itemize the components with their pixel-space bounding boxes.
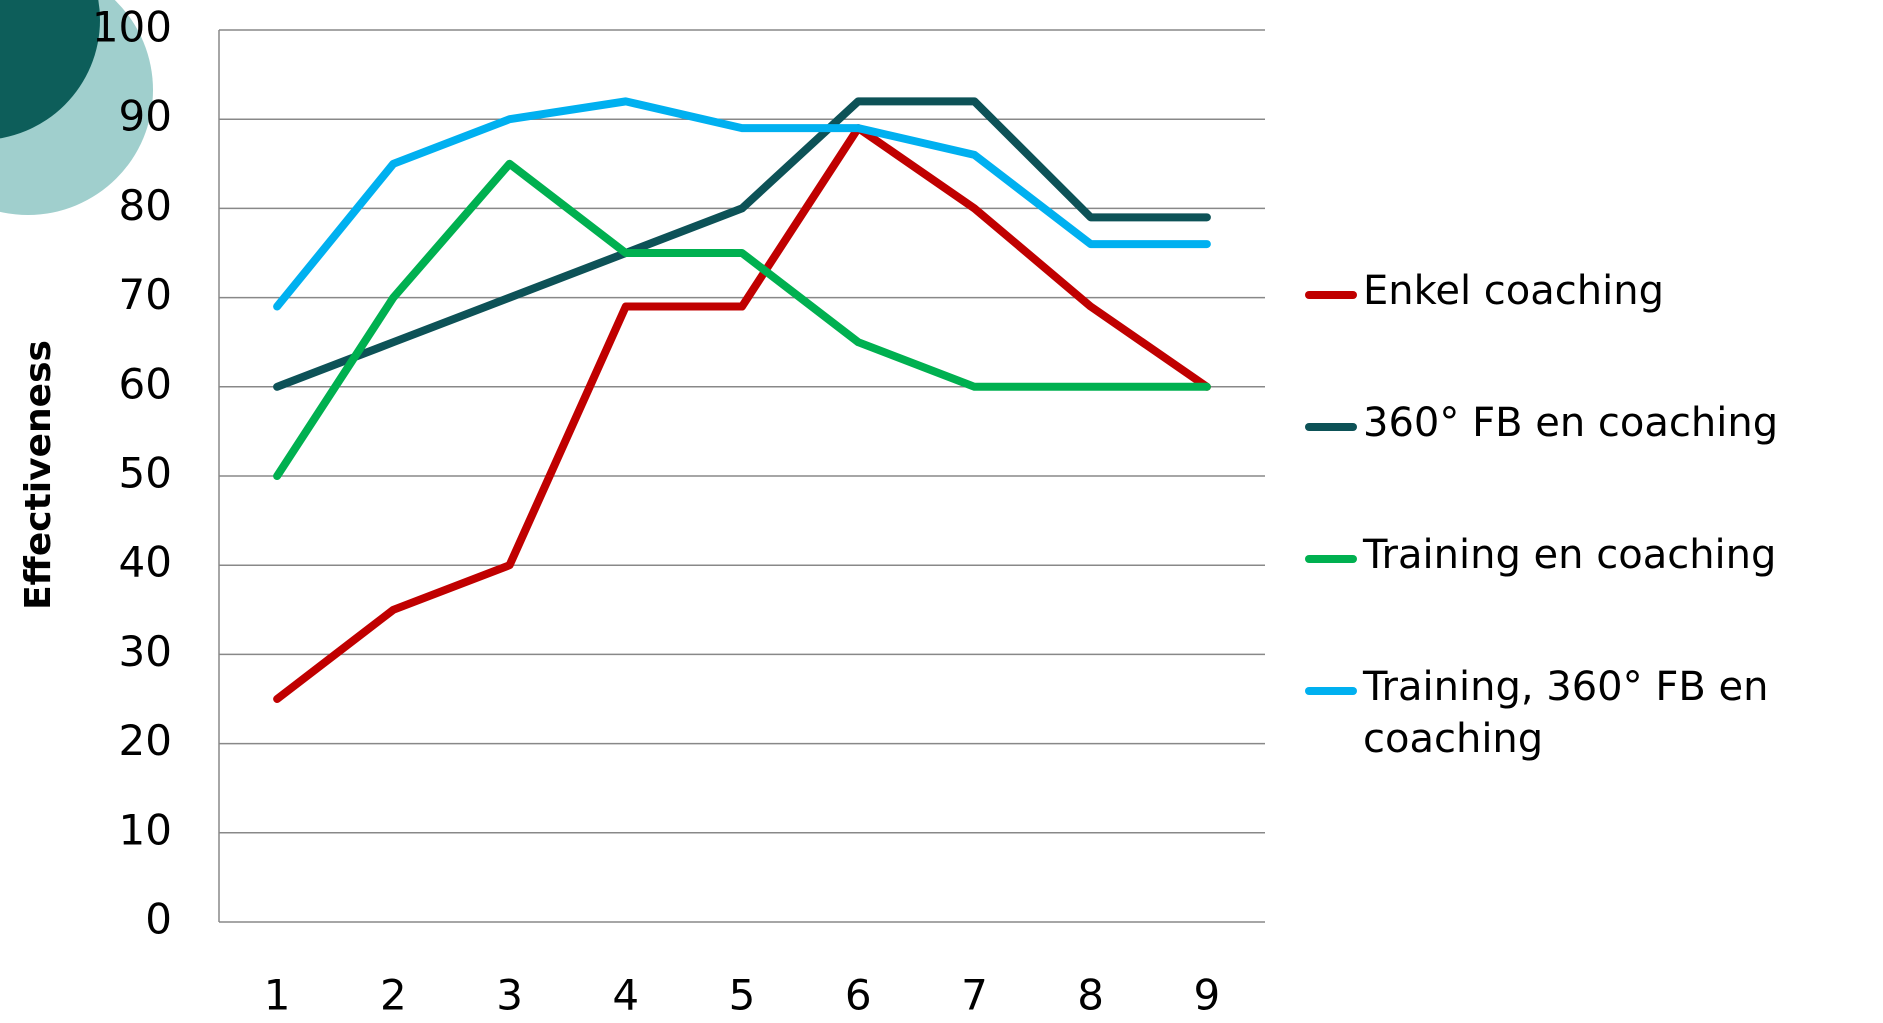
y-tick-label: 70 — [119, 270, 172, 319]
legend-swatch — [1305, 291, 1357, 299]
x-tick-label: 9 — [1194, 971, 1221, 1020]
series-line — [273, 124, 1211, 703]
y-tick-label: 80 — [119, 181, 172, 230]
y-tick-label: 100 — [92, 3, 172, 52]
legend-swatch — [1305, 555, 1357, 563]
legend-label: Training en coaching — [1363, 532, 1777, 578]
y-tick-label: 20 — [119, 716, 172, 765]
series-line — [273, 159, 1211, 480]
legend-item: 360° FB en coaching — [1305, 397, 1875, 529]
y-tick-label: 0 — [145, 895, 172, 944]
legend-label: Training, 360° FB en coaching — [1363, 664, 1769, 762]
legend-label: Enkel coaching — [1363, 268, 1664, 314]
x-tick-label: 7 — [961, 971, 988, 1020]
legend-item: Training, 360° FB en coaching — [1305, 661, 1875, 793]
series-line — [273, 97, 1211, 391]
x-tick-label: 8 — [1077, 971, 1104, 1020]
series-line — [273, 97, 1211, 311]
y-tick-label: 30 — [119, 627, 172, 676]
x-tick-label: 2 — [380, 971, 407, 1020]
x-tick-label: 6 — [845, 971, 872, 1020]
legend-label: 360° FB en coaching — [1363, 400, 1779, 446]
y-axis-label: Effectiveness — [18, 340, 59, 610]
y-tick-label: 90 — [119, 92, 172, 141]
x-tick-label: 1 — [264, 971, 291, 1020]
y-tick-label: 10 — [119, 805, 172, 854]
legend-swatch — [1305, 423, 1357, 431]
x-tick-label: 3 — [496, 971, 523, 1020]
legend-item: Training en coaching — [1305, 529, 1875, 661]
y-tick-label: 40 — [119, 538, 172, 587]
legend: Enkel coaching 360° FB en coaching Trainin… — [1305, 265, 1875, 793]
x-tick-label: 5 — [729, 971, 756, 1020]
legend-item: Enkel coaching — [1305, 265, 1875, 397]
y-tick-label: 60 — [119, 359, 172, 408]
decor-circle — [0, 0, 100, 139]
x-tick-label: 4 — [612, 971, 639, 1020]
y-tick-label: 50 — [119, 449, 172, 498]
legend-swatch — [1305, 687, 1357, 695]
